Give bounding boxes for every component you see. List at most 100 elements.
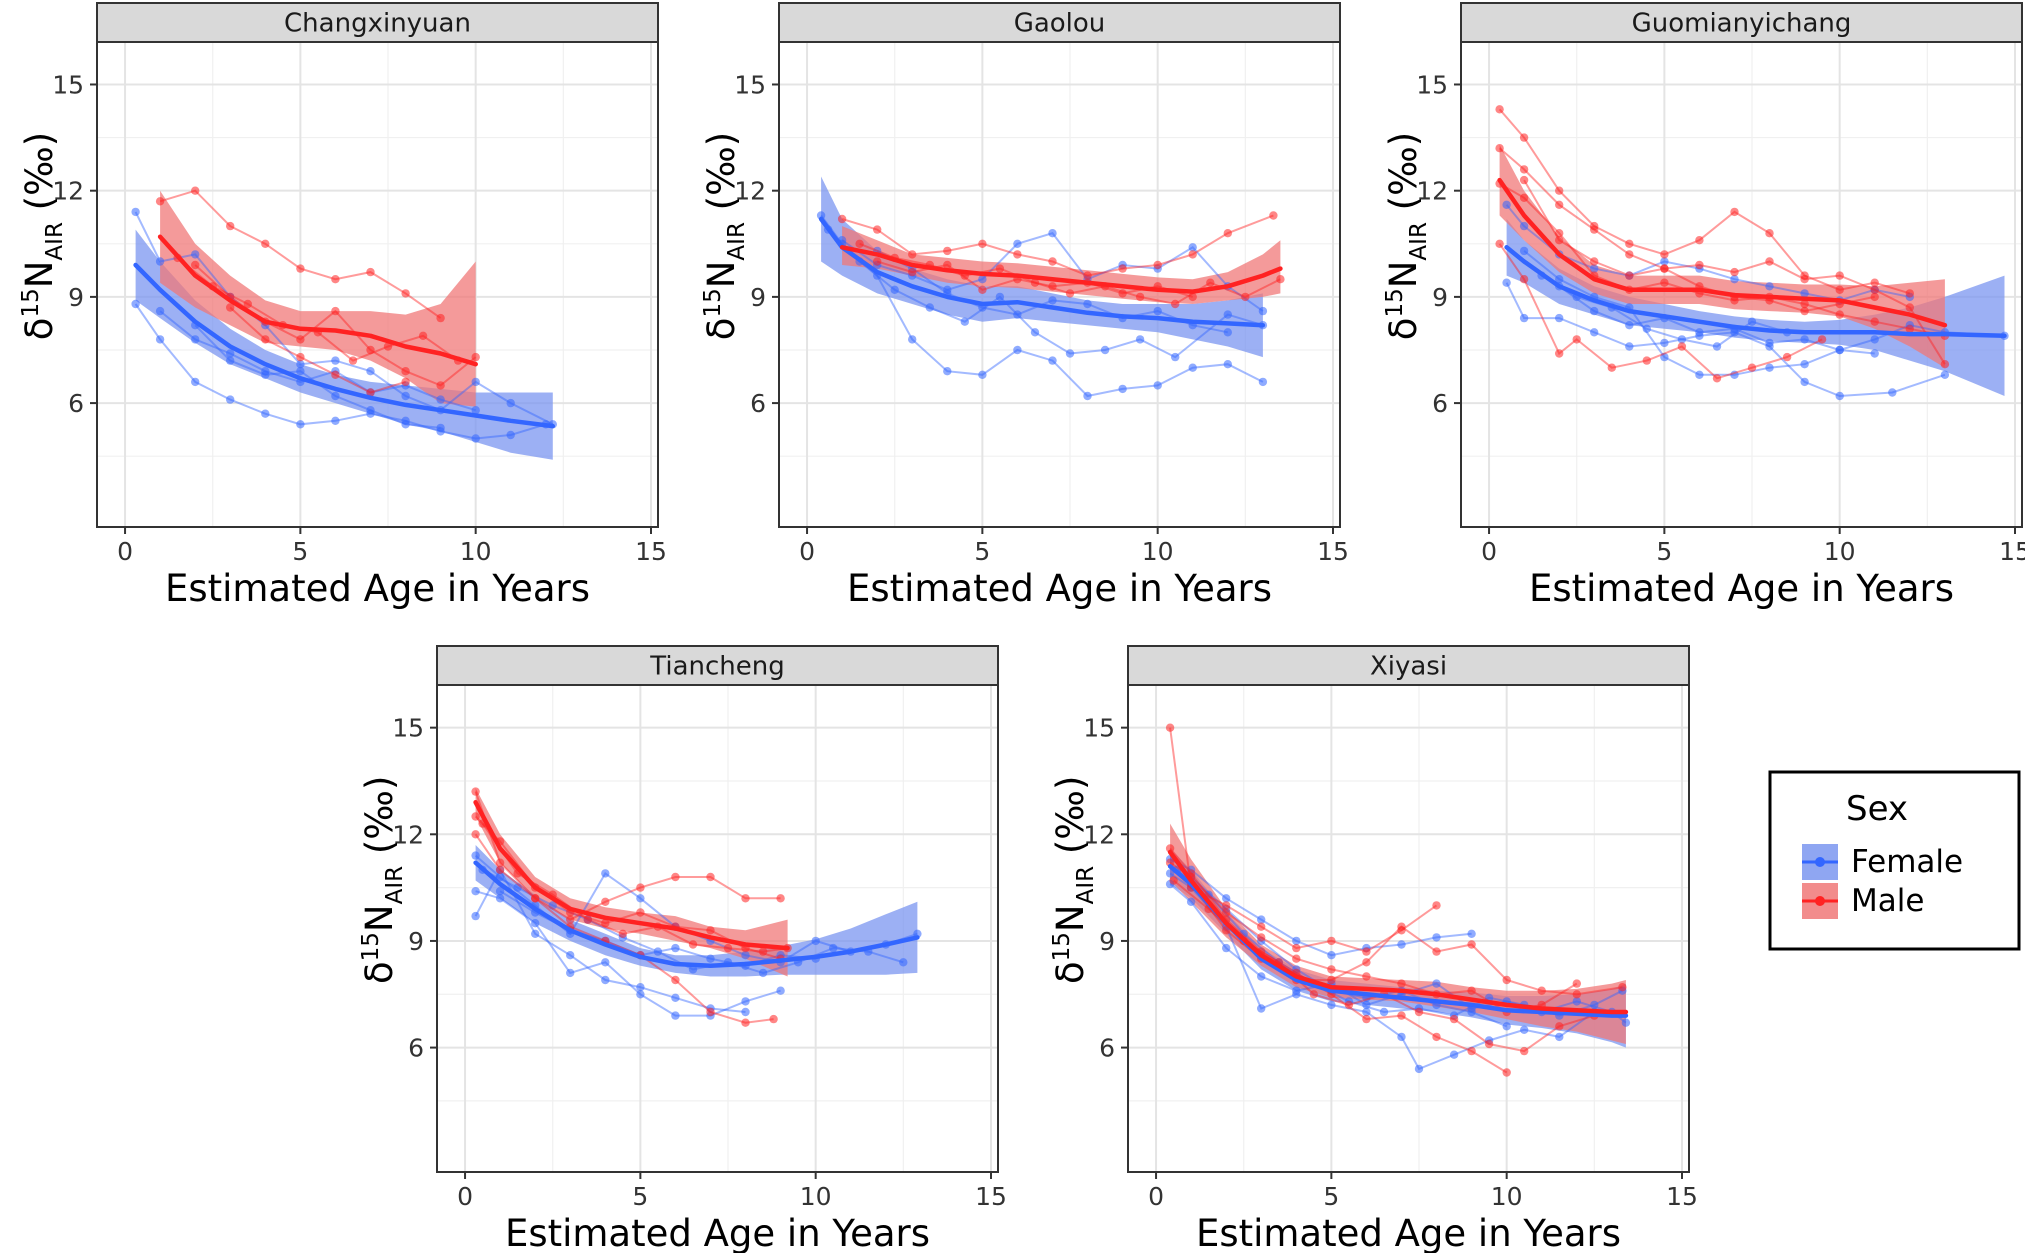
female-individual-line <box>1558 285 1875 355</box>
male-data-point <box>1222 908 1231 917</box>
male-data-point <box>1695 260 1704 270</box>
male-data-point <box>671 872 680 882</box>
female-data-point <box>899 958 908 967</box>
male-smooth-line <box>157 234 478 367</box>
female-data-point <box>1555 313 1564 323</box>
female-data-point <box>1048 296 1057 305</box>
male-data-point <box>191 260 200 270</box>
y-label-delta: δ <box>700 318 743 341</box>
male-data-point <box>1555 200 1564 209</box>
male-data-point <box>436 381 445 390</box>
male-data-point <box>436 313 445 323</box>
legend-entry-label: Female <box>1851 844 1963 880</box>
x-tick-label: 10 <box>1824 537 1856 566</box>
x-tick-label: 10 <box>1491 1182 1523 1211</box>
female-data-point <box>471 851 480 860</box>
male-data-point <box>191 186 200 195</box>
male-data-point <box>1165 844 1175 853</box>
male-data-point <box>1905 324 1915 333</box>
male-data-point <box>1276 275 1285 284</box>
female-data-point <box>131 299 140 309</box>
male-data-point <box>1397 1011 1406 1020</box>
y-label-delta: δ <box>358 961 401 984</box>
male-data-point <box>471 830 480 839</box>
female-data-point <box>296 420 305 429</box>
female-data-point <box>1362 1007 1371 1017</box>
male-data-point <box>769 1014 778 1024</box>
facet-strip <box>1127 645 1690 686</box>
y-label-element: N <box>358 904 401 932</box>
female-data-point <box>261 370 270 379</box>
female-data-point <box>1171 352 1180 362</box>
male-data-point <box>1800 275 1809 284</box>
y-tick-label: 9 <box>68 283 84 312</box>
female-data-point <box>688 965 698 974</box>
female-data-point <box>155 335 165 344</box>
male-data-point <box>1467 1046 1476 1056</box>
female-data-point <box>566 968 575 978</box>
male-data-point <box>418 331 428 340</box>
y-tick-label: 12 <box>52 177 84 206</box>
female-data-point <box>1432 979 1441 988</box>
male-data-point <box>1695 236 1704 245</box>
female-data-point <box>1712 342 1722 351</box>
x-axis-label: Estimated Age in Years <box>1529 567 1954 610</box>
male-data-point <box>1414 1007 1424 1017</box>
male-data-point <box>1327 936 1336 946</box>
female-data-point <box>1730 275 1739 284</box>
male-data-point <box>1165 723 1175 732</box>
male-data-point <box>1362 947 1371 956</box>
male-data-point <box>741 894 750 903</box>
y-tick-label: 6 <box>750 389 766 418</box>
female-data-point <box>1362 1000 1371 1010</box>
female-data-point <box>978 370 987 379</box>
y-tick-label: 12 <box>734 177 766 206</box>
male-data-point <box>1223 229 1233 238</box>
female-smooth-line <box>1504 245 2007 339</box>
male-data-point <box>296 352 305 362</box>
male-data-point <box>601 919 610 928</box>
male-data-point <box>1730 207 1739 217</box>
male-data-point <box>1118 264 1127 273</box>
male-data-point <box>1940 360 1950 369</box>
female-data-point <box>1379 1007 1389 1017</box>
male-data-point <box>1241 292 1250 302</box>
male-data-point <box>1013 250 1022 259</box>
female-data-point <box>1888 388 1897 397</box>
male-data-point <box>1118 289 1127 298</box>
x-tick-label: 5 <box>632 1182 648 1211</box>
male-data-point <box>495 858 505 867</box>
male-data-point <box>1502 1068 1511 1077</box>
female-data-point <box>1572 997 1582 1006</box>
male-data-point <box>908 267 917 277</box>
y-tick-label: 6 <box>68 389 84 418</box>
x-tick-label: 15 <box>1999 537 2025 566</box>
male-data-point <box>1835 285 1844 294</box>
male-data-point <box>978 239 987 248</box>
male-smooth-line <box>839 245 1283 294</box>
female-data-point <box>1519 246 1529 256</box>
female-data-point <box>261 409 270 418</box>
female-data-point <box>601 975 610 985</box>
y-tick-label: 9 <box>408 927 424 956</box>
female-data-point <box>1414 1064 1424 1074</box>
female-data-point <box>226 395 235 404</box>
female-data-point <box>1730 370 1739 379</box>
male-data-point <box>1618 983 1627 992</box>
female-data-point <box>1257 915 1266 924</box>
male-data-point <box>1397 979 1406 988</box>
male-data-point <box>1467 940 1476 949</box>
male-data-point <box>261 335 270 344</box>
female-data-point <box>1835 345 1844 355</box>
male-data-point <box>837 214 847 224</box>
male-data-point <box>1065 289 1075 298</box>
female-data-point <box>331 416 340 425</box>
facet-title: Gaolou <box>1014 9 1106 39</box>
female-data-point <box>829 943 838 953</box>
y-label-superscript: 15 <box>1049 932 1075 961</box>
female-data-point <box>296 367 305 376</box>
female-individual-line <box>820 214 1264 398</box>
female-data-point <box>1292 936 1301 946</box>
female-data-point <box>1940 370 1950 379</box>
